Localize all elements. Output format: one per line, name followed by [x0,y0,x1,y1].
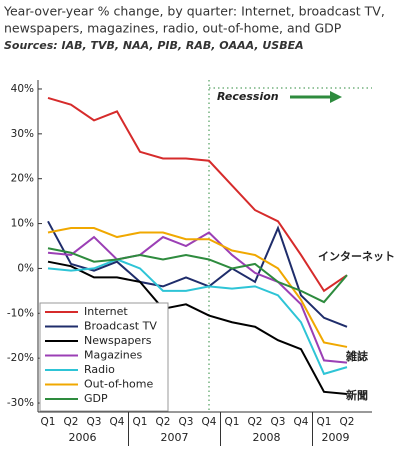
x-tick-label: Q1 [133,416,148,428]
legend-label: Out-of-home [84,378,154,391]
chart-title: Year-over-year % change, by quarter: Int… [3,4,385,19]
x-tick-label: Q4 [110,416,125,428]
arrow-head [330,91,342,103]
y-tick-label: 30% [11,128,34,140]
legend-label: GDP [84,392,108,405]
year-label: 2006 [69,431,97,444]
y-tick-label: -30% [7,397,34,409]
x-tick-label: Q2 [340,416,355,428]
chart-title: newspapers, magazines, radio, out-of-hom… [4,21,342,36]
legend-label: Radio [84,363,115,376]
annotation: 新聞 [346,388,368,402]
annotation: 雑誌 [345,349,368,363]
legend-label: Broadcast TV [84,320,157,333]
year-label: 2009 [322,431,350,444]
x-tick-label: Q3 [271,416,286,428]
legend-label: Internet [84,305,128,318]
legend-label: Magazines [84,349,143,362]
x-tick-label: Q4 [294,416,309,428]
recession-label: Recession [217,90,279,103]
y-tick-label: 20% [11,173,34,185]
series-line [47,96,348,293]
x-tick-label: Q1 [41,416,56,428]
legend-box [39,302,169,412]
x-tick-label: Q1 [317,416,332,428]
y-tick-label: -20% [7,352,34,364]
x-tick-label: Q2 [64,416,79,428]
year-label: 2007 [161,431,189,444]
annotation: インターネット [318,250,395,263]
x-tick-label: Q1 [225,416,240,428]
year-label: 2008 [253,431,281,444]
legend-label: Newspapers [84,334,152,347]
y-tick-label: -10% [7,307,34,319]
x-tick-label: Q2 [156,416,171,428]
y-tick-label: 10% [11,218,34,230]
x-tick-label: Q3 [87,416,102,428]
y-tick-label: 40% [11,83,34,95]
series-line [47,247,348,304]
x-tick-label: Q4 [202,416,217,428]
series-line [47,260,348,396]
sources: Sources: IAB, TVB, NAA, PIB, RAB, OAAA, … [4,39,304,52]
series-line [47,227,348,348]
series-line [47,220,348,328]
series-line [47,258,348,376]
y-tick-label: 0% [17,262,34,274]
x-tick-label: Q2 [248,416,263,428]
x-tick-label: Q3 [179,416,194,428]
